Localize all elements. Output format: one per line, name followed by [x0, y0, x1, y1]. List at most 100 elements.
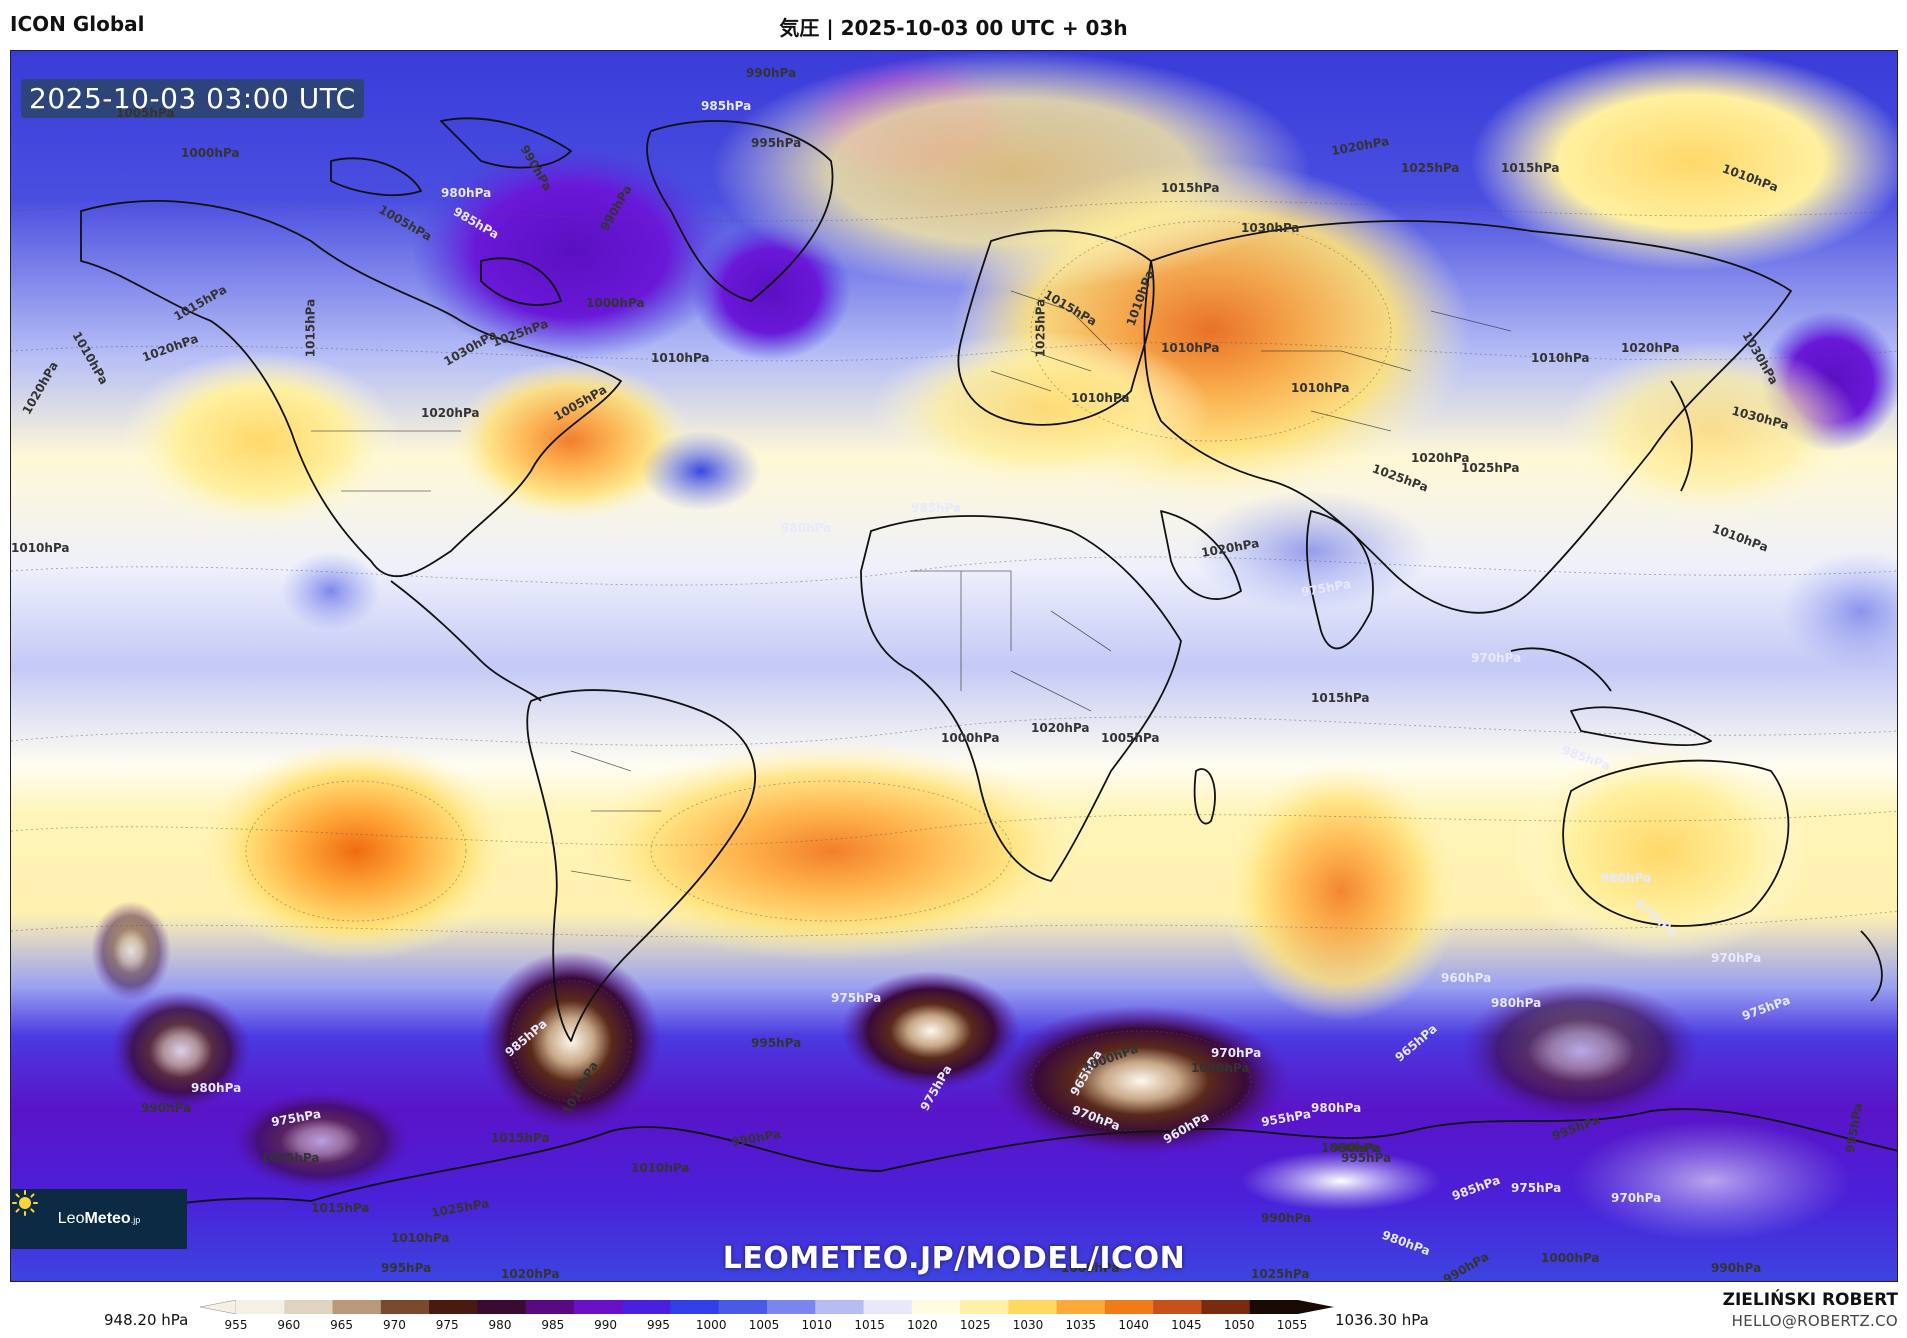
- isobar-label: 1005hPa: [116, 106, 175, 120]
- colorbar-min-arrow: [200, 1300, 237, 1314]
- isobar-label: 1015hPa: [1161, 181, 1220, 195]
- isobar-label: 1005hPa: [261, 1151, 320, 1165]
- isobar-label: 960hPa: [1441, 971, 1492, 985]
- isobar-label: 1015hPa: [491, 1131, 550, 1145]
- isobar-label: 1020hPa: [1031, 721, 1090, 735]
- pressure-field: [11, 51, 1897, 1281]
- colorbar-tick-label: 1015: [854, 1318, 885, 1332]
- colorbar-tick-label: 1005: [748, 1318, 780, 1332]
- legend-min-value: 948.20 hPa: [104, 1311, 189, 1329]
- isobar-label: 980hPa: [1601, 871, 1652, 885]
- colorbar-tick-label: 1010: [801, 1318, 833, 1332]
- colorbar-segment: [1104, 1300, 1154, 1314]
- isobar-label: 1020hPa: [1621, 341, 1680, 355]
- colorbar-segment: [1056, 1300, 1106, 1314]
- isobar-label: 1010hPa: [1161, 341, 1220, 355]
- isobar-label: 970hPa: [1211, 1046, 1262, 1060]
- colorbar-ticks: 955 960 965 970 975 980 985 990 995 1000 1005 1010 1…: [225, 1318, 1308, 1334]
- colorbar-segment: [1201, 1300, 1251, 1314]
- isobar-label: 980hPa: [441, 186, 492, 200]
- colorbar-tick-label: 975: [435, 1318, 459, 1332]
- isobar-label: 995hPa: [751, 1036, 802, 1050]
- colorbar-tick-label: 1025: [959, 1318, 991, 1332]
- colorbar-segment: [380, 1300, 430, 1314]
- isobar-label: 995hPa: [1341, 1151, 1392, 1165]
- isobar-label: 1000hPa: [1541, 1251, 1600, 1265]
- isobar-label: 1010hPa: [631, 1161, 690, 1175]
- colorbar-segment: [960, 1300, 1009, 1314]
- colorbar-tick-label: 980: [488, 1318, 512, 1332]
- colorbar-tick-label: 960: [277, 1318, 301, 1332]
- chart-title: 気圧 | 2025-10-03 00 UTC + 03h: [779, 16, 1128, 40]
- isobar-label: 1020hPa: [1191, 1061, 1250, 1075]
- colorbar-segment: [429, 1300, 478, 1314]
- colorbar-tick-label: 965: [330, 1318, 354, 1332]
- isobar-label: 1005hPa: [1101, 731, 1160, 745]
- sun-icon: [12, 1190, 38, 1216]
- colorbar-segment: [332, 1300, 382, 1314]
- colorbar-segment: [525, 1300, 575, 1314]
- colorbar-tick-label: 995: [646, 1318, 670, 1332]
- colorbar-tick-label: 1020: [907, 1318, 938, 1332]
- isobar-label: 980hPa: [781, 521, 832, 535]
- isobar-label: 985hPa: [911, 501, 962, 515]
- isobar-label: 1010hPa: [1531, 351, 1590, 365]
- isobar-label: 1000hPa: [181, 146, 240, 160]
- isobar-label: 980hPa: [1491, 996, 1542, 1010]
- colorbar-segment: [573, 1300, 623, 1314]
- isobar-label: 1015hPa: [1501, 161, 1560, 175]
- colorbar-segment: [767, 1300, 816, 1314]
- isobar-label: 995hPa: [381, 1261, 432, 1275]
- isobar-label: 1010hPa: [651, 351, 710, 365]
- author-email[interactable]: HELLO@ROBERTZ.CO: [1731, 1312, 1898, 1330]
- colorbar-tick-label: 1055: [1276, 1318, 1308, 1332]
- legend-max-value: 1036.30 hPa: [1335, 1311, 1429, 1329]
- isobar-label: 1020hPa: [501, 1267, 560, 1281]
- isobar-label: 1010hPa: [1291, 381, 1350, 395]
- source-watermark: LEOMETEO.JP/MODEL/ICON: [722, 1241, 1186, 1276]
- colorbar-tick-label: 985: [541, 1318, 565, 1332]
- colorbar-segment: [863, 1300, 913, 1314]
- isobar-label: 975hPa: [1511, 1181, 1562, 1195]
- colorbar-segment: [622, 1300, 671, 1314]
- author-name: ZIELIŃSKI ROBERT: [1722, 1290, 1898, 1310]
- colorbar-segment: [911, 1300, 961, 1314]
- isobar-label: 995hPa: [751, 136, 802, 150]
- colorbar-max-arrow: [1298, 1300, 1334, 1314]
- pressure-map[interactable]: 2025-10-03 03:00 UTC 1005hPa 1000hPa 990hP…: [10, 50, 1898, 1282]
- colorbar-segment: [477, 1300, 527, 1314]
- logo-text: LeoMeteo.jp: [57, 1210, 141, 1227]
- isobar-label: 990hPa: [1711, 1261, 1762, 1275]
- isobar-label: 1030hPa: [1241, 221, 1300, 235]
- pressure-colorbar: [200, 1300, 1334, 1314]
- isobar-label: 980hPa: [191, 1081, 242, 1095]
- colorbar-segment: [236, 1300, 285, 1314]
- colorbar-tick-label: 990: [594, 1318, 618, 1332]
- colorbar-segment: [670, 1300, 720, 1314]
- isobar-label: 1000hPa: [1321, 1141, 1380, 1155]
- isobar-label: 990hPa: [1331, 1141, 1382, 1155]
- colorbar-segment: [1249, 1300, 1299, 1314]
- colorbar-segment: [1008, 1300, 1058, 1314]
- isobar-label: 1015hPa: [1311, 691, 1370, 705]
- isobar-label: 980hPa: [1311, 1101, 1362, 1115]
- isobar-label: 1000hPa: [586, 296, 645, 310]
- colorbar-segment: [1153, 1300, 1202, 1314]
- isobar-label: 1025hPa: [1401, 161, 1460, 175]
- isobar-label: 970hPa: [1711, 951, 1762, 965]
- isobar-label: 1025hPa: [1033, 298, 1048, 358]
- colorbar-segment: [284, 1300, 334, 1314]
- isobar-label: 990hPa: [1261, 1211, 1312, 1225]
- colorbar-tick-label: 1045: [1171, 1318, 1202, 1332]
- isobar-label: 1015hPa: [303, 298, 318, 358]
- leometeo-logo[interactable]: LeoMeteo.jp: [11, 1189, 187, 1249]
- colorbar-tick-label: 970: [382, 1318, 406, 1332]
- isobar-label: 990hPa: [746, 66, 797, 80]
- isobar-label: 1025hPa: [1461, 461, 1520, 475]
- colorbar-segment: [718, 1300, 768, 1314]
- isobar-label: 1020hPa: [421, 406, 480, 420]
- isobar-label: 1015hPa: [311, 1201, 370, 1215]
- colorbar-tick-label: 1050: [1223, 1318, 1255, 1332]
- isobar-label: 1000hPa: [1061, 1261, 1120, 1275]
- colorbar-tick-label: 1040: [1118, 1318, 1149, 1332]
